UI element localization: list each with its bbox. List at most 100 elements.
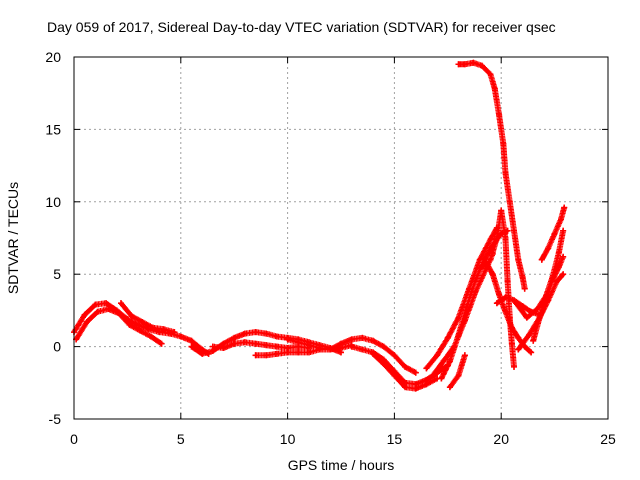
data-point [423,365,430,372]
data-point [263,352,270,359]
data-point [338,340,344,347]
data-point [412,385,419,392]
data-point [167,330,174,337]
x-axis-label: GPS time / hours [288,457,395,473]
data-point [487,236,494,243]
data-point [528,308,535,315]
data-point [515,256,522,263]
data-point [103,300,110,307]
series-track-12 [438,227,511,382]
data-point [316,345,323,352]
data-point [126,321,133,328]
series-track-7 [284,334,419,376]
data-point [205,350,212,357]
data-point [483,259,490,266]
data-point [305,349,312,356]
data-point [115,310,122,317]
data-point [515,346,522,353]
data-point [402,363,409,370]
data-point [461,61,468,68]
data-point [483,265,490,272]
data-point [478,62,485,69]
data-point [241,339,248,346]
data-point [451,343,458,350]
x-tick-label: 5 [177,431,185,447]
data-point [370,350,377,357]
data-point [461,352,468,359]
data-point [158,340,165,347]
data-point [117,300,124,307]
data-point [380,343,387,350]
series-track-1 [71,300,212,357]
data-point [273,343,280,350]
data-point [496,111,503,118]
data-point [188,343,195,350]
data-point [521,343,528,350]
data-point [538,256,545,263]
data-point [199,350,206,357]
series-track-11 [429,250,496,379]
data-point [498,207,505,214]
y-tick-label: 0 [53,339,61,355]
data-point [171,329,178,336]
data-point [137,327,144,334]
data-point [444,362,451,369]
data-point [434,352,441,359]
data-point [536,314,543,321]
data-point [446,384,453,391]
data-point [241,330,248,337]
data-point [508,324,515,331]
data-point [105,305,112,312]
data-point [549,276,556,283]
y-tick-label: -5 [49,411,62,427]
data-point [434,369,441,376]
data-point [455,61,462,68]
data-point [295,349,302,356]
data-point [305,342,312,349]
data-point [504,227,511,234]
data-point [348,336,355,343]
data-point [188,337,195,344]
series-track-14 [455,59,528,292]
x-tick-label: 20 [493,431,509,447]
data-point [560,227,567,234]
data-point [491,85,498,92]
data-point [124,316,131,323]
series-track-9 [370,350,441,392]
data-point [508,340,515,347]
data-point [525,332,532,339]
data-point [511,363,518,370]
data-point [560,253,567,260]
data-point [380,360,387,367]
data-point [493,235,500,241]
data-point [502,169,509,176]
data-point [498,230,505,237]
data-point [263,342,270,349]
data-point [515,334,522,341]
data-point [487,256,494,263]
x-tick-label: 15 [387,431,403,447]
data-point [558,216,565,223]
data-point [209,343,216,350]
y-axis: -5 0 5 10 15 20 [45,49,608,427]
data-point [553,278,560,285]
data-point [545,245,552,252]
data-point [519,274,526,281]
data-point [284,349,291,356]
data-point [231,334,238,341]
plot-area [71,59,568,392]
data-point [160,326,167,333]
data-point [147,333,154,340]
data-point [455,372,462,379]
data-point [455,332,462,339]
data-point [511,227,518,234]
data-point [402,384,409,391]
chart-title: Day 059 of 2017, Sidereal Day-to-day VTE… [47,19,556,35]
data-point [551,230,558,237]
data-point [528,349,535,356]
data-point [391,352,398,359]
data-point [94,308,101,315]
data-point [555,263,562,270]
data-point [502,235,509,241]
